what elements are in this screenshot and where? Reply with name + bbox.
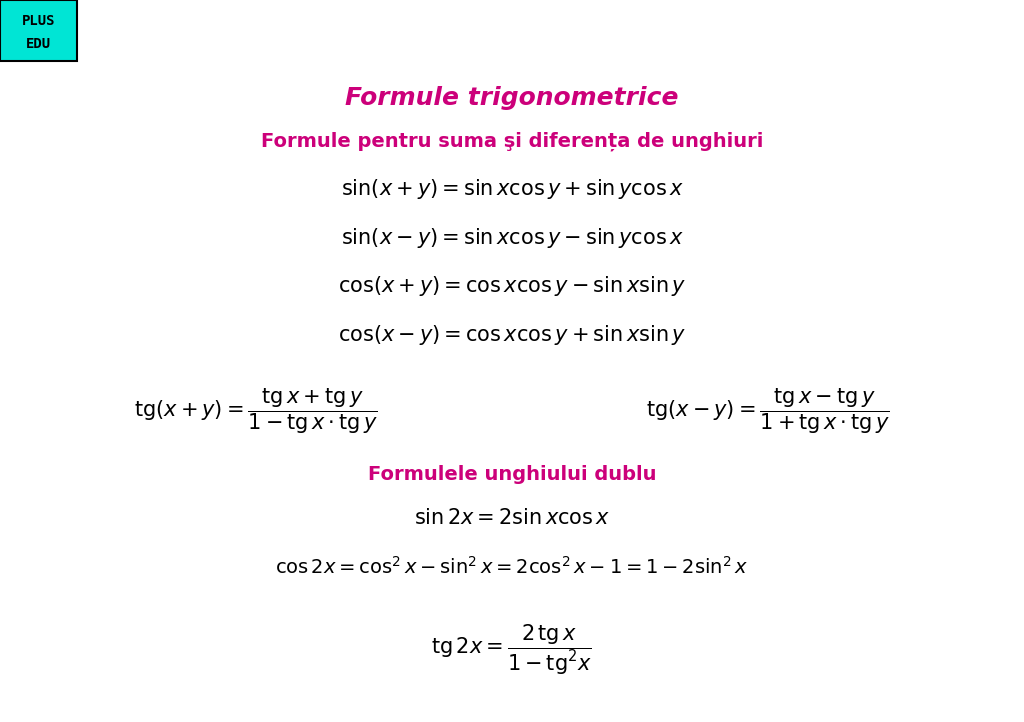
- Text: $\mathrm{tg}\, 2x = \dfrac{2\,\mathrm{tg}\,x}{1 - \mathrm{tg}^2 x}$: $\mathrm{tg}\, 2x = \dfrac{2\,\mathrm{tg…: [431, 623, 593, 677]
- Text: $\sin 2x = 2 \sin x \cos x$: $\sin 2x = 2 \sin x \cos x$: [414, 508, 610, 528]
- Text: $\cos(x + y) = \cos x \cos y - \sin x \sin y$: $\cos(x + y) = \cos x \cos y - \sin x \s…: [338, 274, 686, 298]
- Text: $\cos 2x = \cos^2 x - \sin^2 x = 2\cos^2 x - 1 = 1 - 2\sin^2 x$: $\cos 2x = \cos^2 x - \sin^2 x = 2\cos^2…: [275, 556, 749, 578]
- Text: Pag. 3 din 5: Pag. 3 din 5: [903, 692, 1004, 705]
- Text: $\mathrm{tg}(x + y) = \dfrac{\mathrm{tg}\,x + \mathrm{tg}\,y}{1 - \mathrm{tg}\,x: $\mathrm{tg}(x + y) = \dfrac{\mathrm{tg}…: [134, 386, 378, 436]
- Text: Formule pentru suma şi diferența de unghiuri: Formule pentru suma şi diferența de ungh…: [261, 131, 763, 151]
- Text: Cercul trigonometric. Formule trigonometrice: Cercul trigonometric. Formule trigonomet…: [281, 22, 743, 40]
- Text: Formule trigonometrice: Formule trigonometrice: [345, 86, 679, 110]
- Text: EDU: EDU: [26, 38, 51, 51]
- Text: PLUS EDUCATIONAL: PLUS EDUCATIONAL: [20, 692, 155, 705]
- Text: PLUS: PLUS: [22, 14, 55, 28]
- Text: $\cos(x - y) = \cos x \cos y + \sin x \sin y$: $\cos(x - y) = \cos x \cos y + \sin x \s…: [338, 323, 686, 347]
- Text: https://plusedu.edublogs.org/: https://plusedu.edublogs.org/: [390, 692, 634, 705]
- Text: $\sin(x + y) = \sin x \cos y + \sin y \cos x$: $\sin(x + y) = \sin x \cos y + \sin y \c…: [341, 177, 683, 201]
- Text: Formulele unghiului dublu: Formulele unghiului dublu: [368, 465, 656, 484]
- FancyBboxPatch shape: [0, 0, 77, 61]
- Text: $\sin(x - y) = \sin x \cos y - \sin y \cos x$: $\sin(x - y) = \sin x \cos y - \sin y \c…: [341, 226, 683, 250]
- Text: $\mathrm{tg}(x - y) = \dfrac{\mathrm{tg}\,x - \mathrm{tg}\,y}{1 + \mathrm{tg}\,x: $\mathrm{tg}(x - y) = \dfrac{\mathrm{tg}…: [646, 386, 890, 436]
